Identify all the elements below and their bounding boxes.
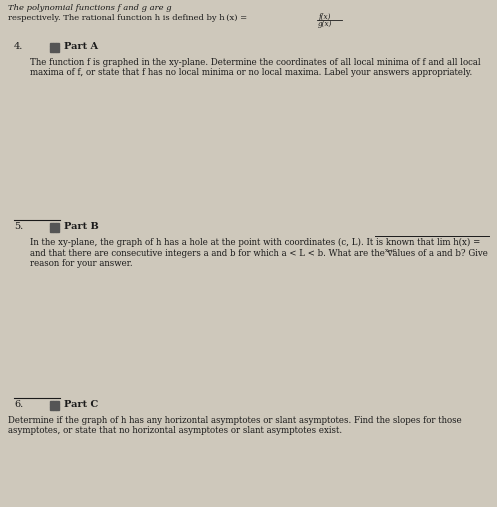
Bar: [50, 226, 53, 229]
Bar: [56, 226, 59, 229]
Text: Determine if the graph of h has any horizontal asymptotes or slant asymptotes. F: Determine if the graph of h has any hori…: [8, 416, 462, 425]
Text: x→c: x→c: [385, 248, 397, 253]
Text: respectively. The rational function h is defined by h (x) =: respectively. The rational function h is…: [8, 14, 247, 22]
Bar: [56, 46, 59, 49]
Bar: [50, 401, 53, 404]
Text: Part B: Part B: [64, 222, 99, 231]
Bar: [53, 46, 56, 49]
Text: 6.: 6.: [14, 400, 23, 409]
Bar: [50, 223, 53, 226]
Bar: [50, 404, 53, 407]
Bar: [50, 407, 53, 410]
Bar: [53, 401, 56, 404]
Text: Part A: Part A: [64, 42, 98, 51]
Bar: [56, 404, 59, 407]
Text: and that there are consecutive integers a and b for which a < L < b. What are th: and that there are consecutive integers …: [30, 249, 488, 258]
Bar: [56, 223, 59, 226]
Bar: [50, 49, 53, 52]
Text: In the xy-plane, the graph of h has a hole at the point with coordinates (c, L).: In the xy-plane, the graph of h has a ho…: [30, 238, 481, 247]
Bar: [53, 404, 56, 407]
Text: The polynomial functions f and g are g: The polynomial functions f and g are g: [8, 4, 171, 12]
Bar: [50, 229, 53, 232]
Text: Part C: Part C: [64, 400, 98, 409]
Text: The function f is graphed in the xy-plane. Determine the coordinates of all loca: The function f is graphed in the xy-plan…: [30, 58, 481, 67]
Bar: [53, 407, 56, 410]
Text: reason for your answer.: reason for your answer.: [30, 259, 133, 268]
Text: g(x): g(x): [318, 20, 332, 28]
Bar: [56, 407, 59, 410]
Bar: [53, 43, 56, 46]
Bar: [56, 401, 59, 404]
Bar: [56, 49, 59, 52]
Text: maxima of f, or state that f has no local minima or no local maxima. Label your : maxima of f, or state that f has no loca…: [30, 68, 472, 77]
Text: asymptotes, or state that no horizontal asymptotes or slant asymptotes exist.: asymptotes, or state that no horizontal …: [8, 426, 342, 435]
Text: 5.: 5.: [14, 222, 23, 231]
Bar: [50, 43, 53, 46]
Bar: [56, 229, 59, 232]
Bar: [53, 49, 56, 52]
Bar: [53, 223, 56, 226]
Text: 4.: 4.: [14, 42, 23, 51]
Bar: [53, 229, 56, 232]
Bar: [53, 226, 56, 229]
Text: f(x): f(x): [318, 13, 331, 21]
Bar: [56, 43, 59, 46]
Bar: [50, 46, 53, 49]
